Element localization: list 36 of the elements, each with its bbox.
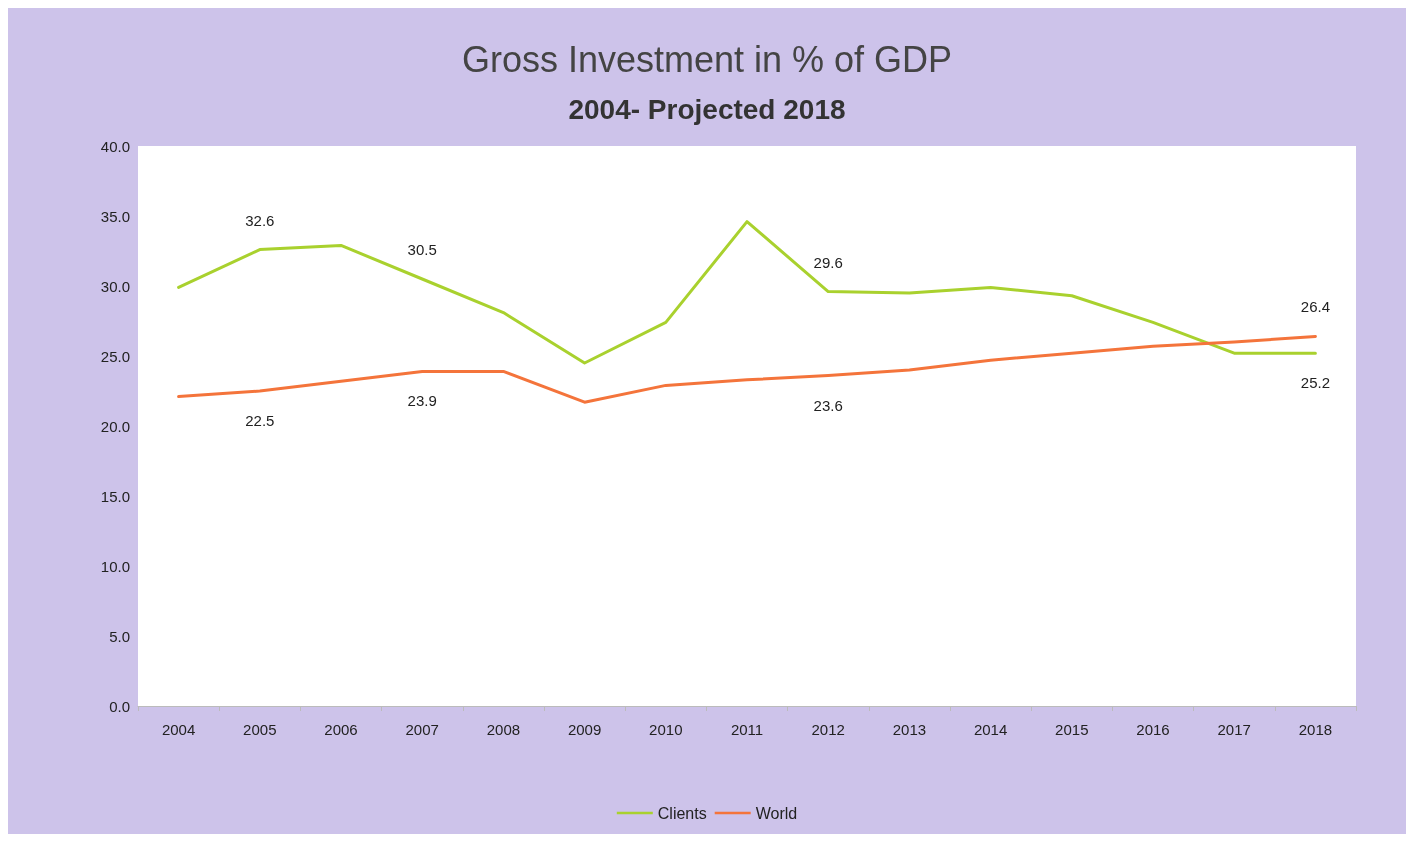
x-tick-label: 2011 (730, 721, 764, 738)
y-tick-label: 40.0 (100, 137, 130, 155)
data-label: 30.5 (407, 241, 437, 258)
x-tick-label: 2013 (892, 721, 927, 738)
data-label: 32.6 (245, 211, 275, 229)
x-tick-label: 2004 (161, 721, 196, 738)
data-label: 25.2 (1300, 374, 1330, 392)
x-tick-label: 2017 (1217, 721, 1251, 738)
x-tick-label: 2016 (1136, 721, 1170, 738)
y-tick-label: 35.0 (100, 207, 130, 225)
y-tick-label: 15.0 (100, 487, 130, 505)
data-label: 23.6 (813, 396, 843, 414)
x-tick-label: 2010 (649, 721, 683, 738)
y-tick-label: 10.0 (100, 557, 130, 575)
data-label: 29.6 (813, 253, 843, 271)
x-tick-label: 2014 (973, 721, 1008, 738)
data-label: 26.4 (1300, 298, 1330, 316)
x-tick-label: 2008 (486, 721, 521, 738)
y-tick-label: 30.0 (100, 277, 130, 295)
x-tick-label: 2007 (405, 721, 439, 738)
y-tick-label: 5.0 (109, 627, 130, 645)
y-tick-label: 20.0 (100, 417, 130, 435)
x-tick-label: 2009 (567, 721, 602, 738)
legend-label: Clients (657, 804, 707, 822)
x-tick-label: 2006 (324, 721, 358, 738)
chart-subtitle: 2004- Projected 2018 (568, 93, 846, 125)
x-tick-label: 2015 (1055, 721, 1089, 738)
y-tick-label: 0.0 (109, 697, 130, 715)
legend-label: World (755, 804, 798, 822)
y-tick-label: 25.0 (100, 347, 130, 365)
chart-title: Gross Investment in % of GDP (461, 38, 953, 80)
x-tick-label: 2012 (811, 721, 845, 738)
data-label: 23.9 (407, 392, 437, 410)
x-tick-label: 2018 (1298, 721, 1333, 738)
x-tick-label: 2005 (243, 721, 277, 738)
data-label: 22.5 (245, 412, 275, 429)
